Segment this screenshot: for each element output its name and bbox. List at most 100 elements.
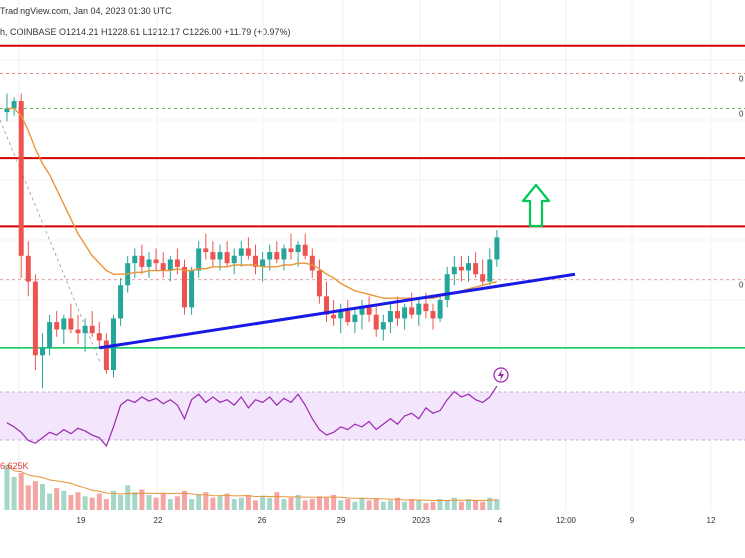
volume-bar-38: [274, 492, 280, 510]
volume-bar-39: [281, 499, 287, 510]
volume-bar-34: [245, 494, 251, 510]
candle-body-22: [160, 263, 166, 271]
candle-body-18: [132, 255, 138, 264]
fib-measure-line: [0, 119, 101, 363]
candle-body-57: [409, 307, 415, 315]
candle-body-59: [423, 303, 429, 312]
volume-bar-15: [111, 490, 116, 510]
volume-bar-23: [167, 499, 173, 510]
volume-bar-9: [68, 494, 74, 510]
candle-body-38: [274, 252, 280, 260]
volume-bar-11: [82, 496, 88, 510]
rsi-band: [0, 391, 745, 441]
volume-bars: [4, 464, 500, 510]
volume-value-label: 6.625K: [0, 461, 29, 471]
candle-body-28: [203, 248, 209, 253]
candle-body-52: [373, 314, 379, 330]
candle-body-0: [4, 108, 10, 113]
candle-body-64: [458, 266, 464, 271]
candle-body-51: [366, 307, 372, 315]
candle-body-63: [451, 266, 457, 275]
volume-bar-56: [402, 501, 408, 510]
arrow-group[interactable]: [521, 183, 551, 228]
volume-label-group: 6.625K: [0, 461, 29, 471]
x-tick-label-7: 9: [630, 516, 635, 525]
volume-bar-28: [203, 492, 209, 510]
volume-bar-18: [132, 492, 138, 510]
candle-body-55: [395, 311, 400, 319]
candle-body-41: [295, 244, 301, 253]
volume-bar-45: [324, 497, 329, 510]
x-tick-label-8: 12: [707, 516, 716, 525]
volume-bar-63: [451, 497, 457, 510]
candle-body-6: [47, 322, 53, 348]
volume-bar-67: [480, 501, 486, 510]
candle-body-42: [302, 244, 308, 256]
volume-bar-65: [466, 499, 471, 510]
volume-bar-25: [182, 490, 187, 510]
candle-body-25: [182, 266, 187, 308]
candle-body-3: [25, 255, 31, 282]
candle-body-20: [146, 259, 152, 267]
fib-labels: 0 0 0: [739, 74, 744, 289]
volume-bar-44: [316, 496, 322, 510]
candle-body-16: [118, 285, 124, 319]
volume-bar-47: [338, 500, 344, 510]
volume-bar-60: [430, 501, 436, 510]
candle-body-5: [40, 347, 45, 356]
candle-body-33: [238, 248, 244, 256]
candle-body-47: [338, 311, 344, 319]
volume-bar-27: [196, 494, 202, 510]
volume-bar-57: [409, 499, 415, 510]
trendline-group[interactable]: [99, 272, 576, 350]
candle-body-23: [167, 259, 173, 271]
candle-body-46: [331, 314, 337, 319]
volume-bar-7: [54, 488, 60, 510]
ascending-trendline: [99, 272, 576, 350]
candle-body-7: [54, 322, 60, 330]
volume-bar-43: [309, 499, 315, 510]
volume-bar-13: [96, 493, 102, 510]
candle-body-49: [352, 314, 358, 323]
candle-body-68: [487, 259, 493, 282]
candle-body-56: [402, 307, 408, 319]
candle-body-58: [416, 303, 422, 315]
x-tick-label-4: 2023: [412, 516, 430, 525]
volume-bar-8: [61, 490, 67, 510]
horizontal-levels[interactable]: [0, 44, 745, 363]
candle-body-67: [480, 274, 486, 282]
candle-body-39: [281, 248, 287, 260]
volume-bar-10: [75, 492, 81, 510]
volume-bar-19: [139, 489, 145, 510]
moving-average: [7, 107, 498, 299]
volume-bar-24: [174, 496, 180, 510]
volume-bar-50: [359, 497, 365, 510]
candle-body-1: [11, 101, 17, 109]
volume-bar-32: [231, 499, 237, 510]
x-tick-label-6: 12:00: [556, 516, 577, 525]
candle-body-50: [359, 307, 365, 315]
volume-bar-62: [444, 500, 450, 510]
candle-body-66: [473, 263, 479, 275]
candle-body-2: [18, 101, 24, 256]
volume-bar-49: [352, 501, 358, 510]
candle-body-27: [196, 248, 202, 271]
candle-body-19: [139, 255, 145, 267]
candle-body-53: [380, 322, 386, 330]
rsi-band-rect: [0, 392, 745, 440]
candle-body-44: [316, 270, 322, 297]
volume-bar-37: [267, 497, 273, 510]
candle-body-37: [267, 252, 273, 260]
volume-bar-69: [494, 499, 500, 510]
volume-bar-31: [224, 493, 230, 510]
volume-bar-2: [18, 472, 24, 510]
candle-body-32: [231, 255, 237, 264]
candlesticks: [4, 93, 500, 389]
volume-bar-59: [423, 503, 429, 510]
candle-body-12: [89, 325, 95, 334]
volume-bar-64: [458, 501, 464, 510]
candle-body-14: [103, 340, 109, 370]
volume-ma-line: [6, 464, 497, 502]
x-tick-label-5: 4: [498, 516, 503, 525]
